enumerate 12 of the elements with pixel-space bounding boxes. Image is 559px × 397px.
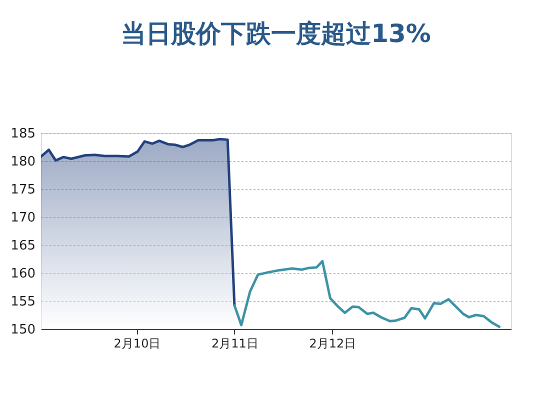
- x-tick-label: 2月11日: [212, 336, 258, 350]
- y-tick-label: 160: [10, 266, 36, 282]
- chart-title: 当日股价下跌一度超过13%: [121, 19, 431, 48]
- y-tick-label: 150: [10, 322, 36, 338]
- x-tick-label: 2月10日: [114, 336, 161, 350]
- y-tick-label: 185: [10, 126, 36, 142]
- y-tick-label: 180: [10, 154, 36, 170]
- y-tick-label: 175: [10, 182, 36, 198]
- y-tick-label: 165: [10, 238, 36, 254]
- y-tick-label: 155: [10, 294, 36, 310]
- x-tick-label: 2月12日: [309, 336, 356, 350]
- y-tick-label: 170: [10, 210, 36, 226]
